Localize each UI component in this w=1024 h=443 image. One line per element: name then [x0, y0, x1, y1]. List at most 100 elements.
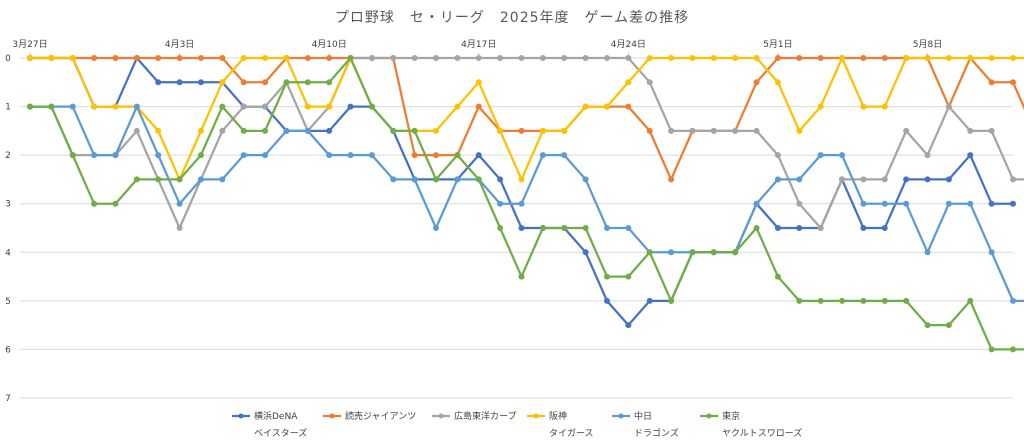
data-point: [646, 249, 653, 256]
data-point: [133, 127, 140, 134]
series-6: [27, 55, 1024, 353]
legend-swatch-marker: [706, 413, 712, 419]
legend-swatch-marker: [329, 413, 335, 419]
data-point: [582, 103, 589, 110]
data-point: [219, 103, 226, 110]
data-point: [176, 200, 183, 207]
data-point: [368, 152, 375, 159]
data-point: [497, 55, 504, 61]
data-point: [689, 127, 696, 134]
x-tick-label: 5月1日: [763, 39, 792, 50]
series-line: [30, 105, 1024, 302]
data-point: [903, 200, 910, 207]
data-point: [91, 103, 98, 110]
data-point: [283, 79, 290, 86]
data-point: [988, 249, 995, 256]
data-point: [411, 55, 418, 61]
data-point: [176, 79, 183, 86]
data-point: [155, 176, 162, 183]
legend-label: 横浜DeNA: [254, 410, 298, 422]
data-point: [433, 127, 440, 134]
data-point: [1010, 297, 1016, 304]
data-point: [817, 152, 824, 159]
data-point: [91, 152, 98, 159]
data-point: [732, 127, 739, 134]
series-layer: [27, 55, 1024, 353]
data-point: [155, 79, 162, 86]
series-2: [27, 55, 1024, 183]
data-point: [625, 322, 632, 329]
data-point: [881, 297, 888, 304]
data-point: [668, 249, 675, 256]
data-point: [924, 176, 931, 183]
data-point: [240, 127, 247, 134]
data-point: [625, 273, 632, 280]
data-point: [48, 103, 55, 110]
y-tick-label: 7: [5, 394, 11, 404]
data-point: [603, 103, 610, 110]
data-point: [774, 176, 781, 183]
data-point: [967, 297, 974, 304]
data-point: [881, 176, 888, 183]
data-point: [860, 103, 867, 110]
data-point: [27, 103, 33, 110]
data-point: [518, 273, 525, 280]
data-point: [539, 55, 546, 61]
data-point: [112, 103, 119, 110]
data-point: [347, 103, 354, 110]
data-point: [155, 127, 162, 134]
data-point: [197, 79, 204, 86]
data-point: [860, 176, 867, 183]
legend-swatch-marker: [618, 413, 624, 419]
data-point: [454, 152, 461, 159]
data-point: [197, 176, 204, 183]
data-point: [945, 55, 952, 61]
data-point: [988, 55, 995, 61]
legend-label: 東京: [722, 410, 740, 422]
legend-label: 広島東洋カープ: [454, 410, 516, 422]
data-point: [1010, 79, 1016, 86]
data-point: [518, 127, 525, 134]
data-point: [625, 79, 632, 86]
data-point: [924, 152, 931, 159]
data-point: [69, 55, 76, 61]
data-point: [176, 55, 183, 61]
legend-item-1: 横浜DeNA ベイスターズ: [232, 410, 307, 439]
data-point: [390, 127, 397, 134]
data-point: [774, 225, 781, 231]
x-tick-label: 4月3日: [165, 39, 194, 50]
data-point: [582, 249, 589, 256]
data-point: [988, 346, 995, 353]
data-point: [91, 55, 98, 61]
data-point: [753, 55, 760, 61]
data-point: [903, 297, 910, 304]
series-line: [30, 56, 1024, 181]
legend-label-line2: ベイスターズ: [254, 427, 307, 439]
data-point: [561, 152, 568, 159]
data-point: [326, 55, 333, 61]
data-point: [668, 176, 675, 183]
data-point: [133, 103, 140, 110]
data-point: [924, 322, 931, 329]
series-5: [27, 103, 1024, 304]
data-point: [860, 297, 867, 304]
data-point: [176, 176, 183, 183]
data-point: [240, 152, 247, 159]
data-point: [646, 297, 653, 304]
data-point: [732, 55, 739, 61]
data-point: [219, 127, 226, 134]
data-point: [133, 176, 140, 183]
data-point: [326, 79, 333, 86]
data-point: [475, 152, 482, 159]
y-tick-label: 6: [5, 345, 11, 355]
data-point: [262, 152, 269, 159]
data-point: [945, 200, 952, 207]
legend-label: 中日: [634, 410, 652, 422]
data-point: [262, 103, 269, 110]
legend-label: 阪神: [549, 410, 567, 422]
y-tick-label: 3: [5, 200, 11, 210]
data-point: [988, 200, 995, 207]
data-point: [326, 152, 333, 159]
data-point: [753, 200, 760, 207]
